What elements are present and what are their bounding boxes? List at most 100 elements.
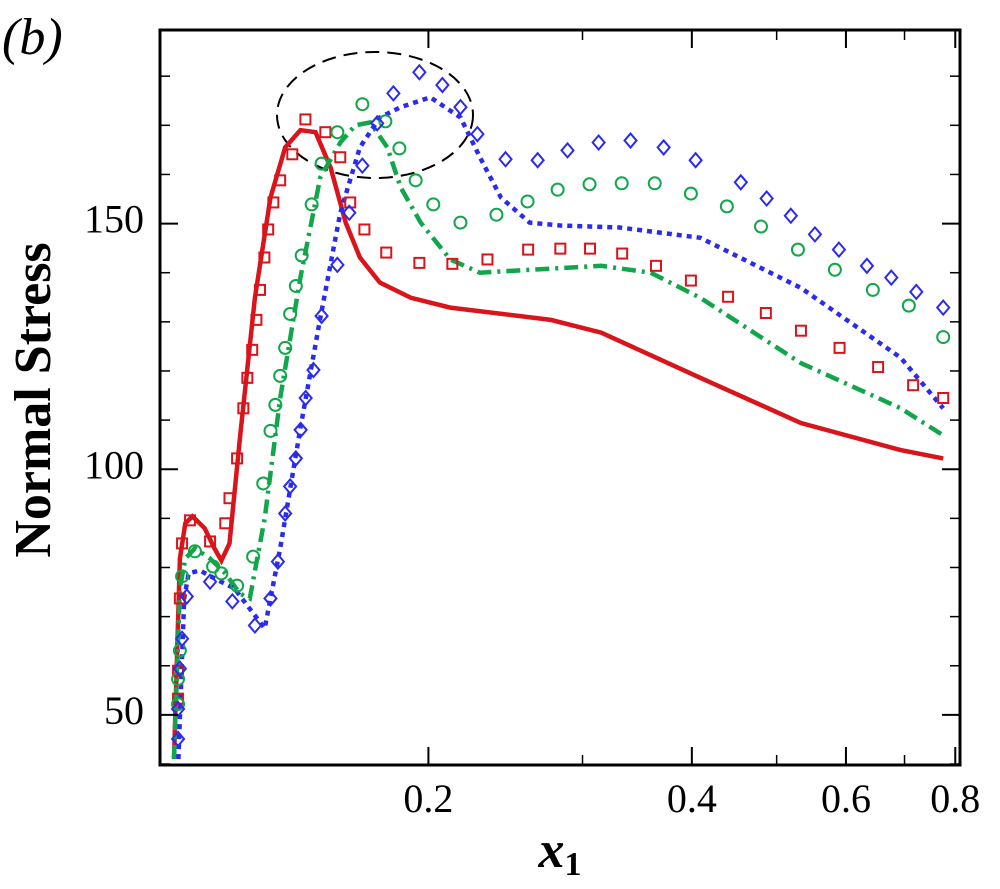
diamond-marker — [277, 504, 293, 522]
circle-marker — [392, 141, 407, 156]
diamond-marker — [170, 730, 186, 748]
square-marker — [413, 256, 426, 269]
square-marker — [262, 223, 275, 236]
circle-marker — [314, 156, 329, 171]
circle-marker — [827, 262, 842, 277]
diamond-marker — [355, 157, 370, 175]
circle-marker — [304, 197, 319, 212]
circle-marker — [283, 306, 298, 321]
circle-marker — [294, 248, 309, 263]
square-marker — [204, 535, 217, 548]
circle-marker — [683, 186, 698, 201]
circle-marker — [355, 97, 370, 112]
square-marker — [481, 253, 494, 266]
circle-marker — [520, 194, 535, 209]
square-marker — [219, 517, 232, 530]
circle-marker — [426, 197, 441, 212]
diamond-marker — [288, 449, 304, 467]
diamond-marker — [225, 592, 240, 610]
diamond-marker — [282, 477, 298, 495]
x-axis-label-main: x — [538, 822, 565, 879]
circle-marker — [230, 578, 245, 593]
square-marker — [172, 692, 185, 705]
diamond-marker — [908, 283, 924, 301]
circle-marker — [268, 397, 283, 412]
diamond-marker — [270, 553, 286, 571]
square-marker — [258, 251, 271, 264]
diamond-marker — [470, 125, 485, 143]
circle-marker — [273, 368, 288, 383]
diamond-marker — [435, 76, 450, 94]
square-marker — [722, 290, 735, 303]
diamond-marker — [733, 173, 749, 191]
circle-marker — [550, 182, 565, 197]
circle-marker — [187, 544, 202, 559]
x-axis-label: x1 — [538, 822, 582, 883]
diamond-marker — [172, 660, 188, 678]
diamond-marker — [412, 63, 427, 81]
square-marker — [334, 151, 347, 164]
panel-label: (b) — [2, 9, 63, 66]
square-marker — [794, 324, 807, 337]
circle-marker — [256, 476, 271, 491]
circle-marker — [614, 176, 629, 191]
diamond-marker — [623, 132, 638, 150]
diamond-marker — [170, 700, 186, 718]
square-marker — [173, 592, 186, 605]
diamond-marker — [831, 241, 847, 259]
circle-marker — [582, 177, 597, 192]
series-line — [176, 94, 945, 760]
diamond-marker — [179, 587, 195, 606]
square-marker — [299, 113, 312, 126]
circle-marker — [453, 215, 468, 230]
x-tick-label: 0.4 — [667, 776, 717, 821]
x-tick-label: 0.2 — [403, 776, 453, 821]
diamond-marker — [306, 361, 321, 379]
square-marker — [253, 283, 266, 296]
square-marker — [319, 126, 332, 139]
square-marker — [274, 174, 287, 187]
circle-marker — [214, 566, 229, 581]
series-line — [171, 127, 944, 760]
square-marker — [241, 371, 254, 384]
square-marker — [246, 343, 259, 356]
square-marker — [250, 313, 263, 326]
circle-marker — [330, 125, 345, 140]
diamond-marker — [883, 269, 899, 287]
circle-marker — [936, 330, 951, 345]
circle-marker — [753, 219, 768, 234]
circle-marker — [206, 559, 221, 574]
y-axis-label: Normal Stress — [5, 242, 62, 557]
square-marker — [522, 243, 535, 256]
diamond-marker — [498, 150, 513, 168]
diamond-marker — [369, 114, 385, 132]
diamond-marker — [453, 98, 468, 116]
diamond-marker — [530, 151, 545, 169]
circle-marker — [175, 569, 190, 584]
diamond-marker — [247, 616, 263, 635]
circle-marker — [865, 282, 880, 297]
circle-marker — [171, 697, 186, 712]
square-marker — [616, 247, 629, 260]
circle-marker — [288, 278, 303, 293]
square-marker — [554, 242, 567, 255]
square-marker — [358, 223, 371, 236]
square-marker — [183, 514, 196, 527]
series-line — [171, 119, 945, 760]
diamond-marker — [560, 141, 575, 159]
x-tick-label: 0.8 — [930, 776, 980, 821]
diamond-marker — [783, 207, 799, 225]
square-marker — [446, 257, 459, 270]
circle-marker — [246, 549, 261, 564]
circle-marker — [278, 340, 293, 355]
diamond-marker — [688, 151, 703, 169]
diamond-marker — [293, 421, 308, 439]
circle-marker — [263, 423, 278, 438]
y-tick-label: 150 — [84, 197, 144, 242]
square-marker — [176, 537, 189, 550]
diamond-marker — [263, 589, 278, 607]
plot-area — [170, 51, 951, 760]
diamond-marker — [656, 138, 671, 156]
square-marker — [267, 196, 280, 209]
